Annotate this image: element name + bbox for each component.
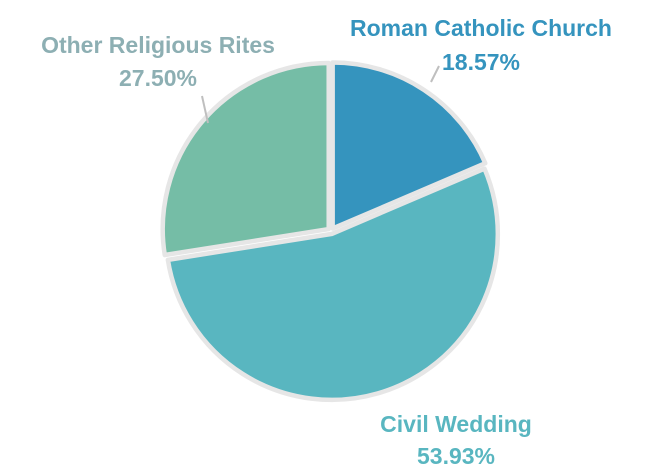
slice-value-civil-wedding: 53.93% (417, 443, 495, 467)
pie-slice-civil-wedding (165, 166, 501, 403)
slice-labels: Roman Catholic Church 18.57% Civil Wedding… (41, 15, 612, 467)
leader-line-other-religious-rites (201, 95, 209, 124)
pie-slice-roman-catholic-church (330, 60, 488, 231)
slice-value-roman-catholic-church: 18.57% (442, 49, 520, 75)
pie-slice-other-religious-rites (160, 60, 331, 258)
slice-label-civil-wedding: Civil Wedding (380, 411, 532, 437)
leader-line-roman-catholic-church (430, 65, 440, 83)
slice-label-other-religious-rites: Other Religious Rites (41, 32, 275, 58)
slice-value-other-religious-rites: 27.50% (119, 65, 197, 91)
pie-slices (160, 60, 501, 403)
slice-label-roman-catholic-church: Roman Catholic Church (350, 15, 612, 41)
leader-lines (201, 65, 440, 124)
